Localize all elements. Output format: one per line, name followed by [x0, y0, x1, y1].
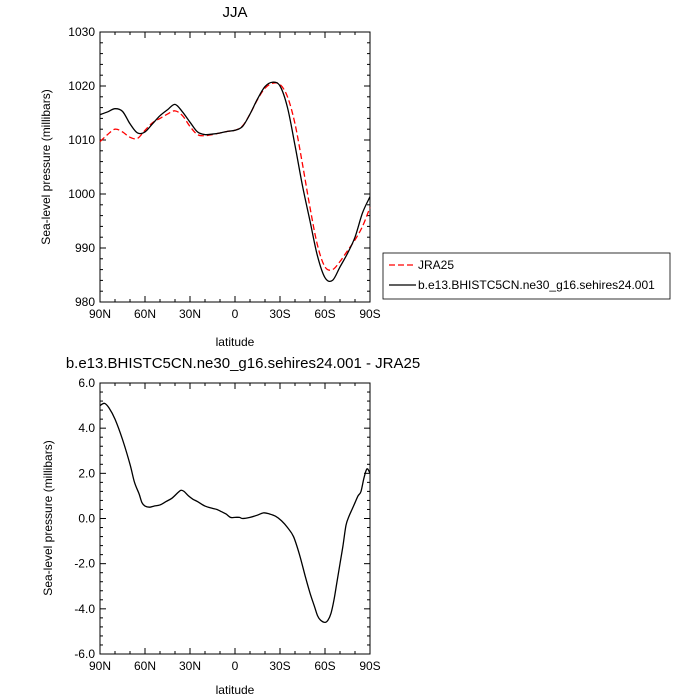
- x-tick-label: 60N: [134, 307, 156, 321]
- pressure-chart-panel: JJA 980 990 1000 1010 1020 1030 90N 60N 30N 0 30S…: [39, 4, 671, 349]
- plot-frame: [99, 382, 371, 655]
- y-tick-label: 1020: [68, 79, 95, 93]
- y-tick-labels: -6.0 -4.0 -2.0 0.0 2.0 4.0 6.0: [74, 376, 95, 661]
- y-tick-labels: 980 990 1000 1010 1020 1030: [68, 25, 95, 309]
- y-tick-label: 980: [75, 295, 95, 309]
- tick-marks: [99, 382, 371, 655]
- plot-frame: [99, 31, 371, 303]
- y-tick-label: -6.0: [74, 647, 95, 661]
- chart-title: JJA: [222, 4, 247, 21]
- tick-marks: [99, 31, 371, 303]
- x-tick-label: 0: [232, 659, 239, 673]
- difference-line: [99, 402, 371, 624]
- y-tick-label: 2.0: [78, 466, 95, 480]
- y-axis-label: Sea-level pressure (millibars): [41, 440, 55, 595]
- y-tick-label: 1010: [68, 133, 95, 147]
- x-tick-label: 0: [232, 307, 239, 321]
- x-tick-label: 60S: [314, 307, 335, 321]
- y-tick-label: -2.0: [74, 557, 95, 571]
- series-lines: [99, 81, 371, 283]
- x-tick-label: 30N: [179, 659, 201, 673]
- y-tick-label: 1000: [68, 187, 95, 201]
- series-line-jra25: [99, 82, 371, 271]
- series-lines: [99, 402, 371, 624]
- x-tick-label: 30S: [269, 307, 290, 321]
- x-tick-labels: 90N 60N 30N 0 30S 60S 90S: [89, 307, 381, 321]
- legend-box: [382, 252, 671, 300]
- x-tick-label: 90S: [359, 307, 380, 321]
- x-tick-label: 90N: [89, 659, 111, 673]
- x-axis-label: latitude: [216, 335, 255, 349]
- x-tick-label: 60N: [134, 659, 156, 673]
- y-tick-label: 6.0: [78, 376, 95, 390]
- series-line-b-e13-bhistc5cn-ne30-g16-sehires24-001: [99, 81, 371, 283]
- legend-label-model: b.e13.BHISTC5CN.ne30_g16.sehires24.001: [418, 278, 655, 292]
- x-tick-label: 60S: [314, 659, 335, 673]
- y-tick-label: -4.0: [74, 602, 95, 616]
- x-tick-label: 90N: [89, 307, 111, 321]
- y-tick-label: 0.0: [78, 512, 95, 526]
- x-tick-labels: 90N 60N 30N 0 30S 60S 90S: [89, 659, 381, 673]
- chart-title: b.e13.BHISTC5CN.ne30_g16.sehires24.001 -…: [66, 355, 420, 372]
- x-tick-label: 90S: [359, 659, 380, 673]
- x-axis-label: latitude: [216, 683, 255, 697]
- x-tick-label: 30S: [269, 659, 290, 673]
- legend: JRA25 b.e13.BHISTC5CN.ne30_g16.sehires24…: [382, 252, 671, 300]
- y-tick-label: 4.0: [78, 421, 95, 435]
- x-tick-label: 30N: [179, 307, 201, 321]
- y-tick-label: 990: [75, 241, 95, 255]
- difference-chart-panel: b.e13.BHISTC5CN.ne30_g16.sehires24.001 -…: [41, 355, 420, 697]
- y-tick-label: 1030: [68, 25, 95, 39]
- y-axis-label: Sea-level pressure (millibars): [39, 89, 53, 244]
- legend-label-jra25: JRA25: [418, 258, 454, 272]
